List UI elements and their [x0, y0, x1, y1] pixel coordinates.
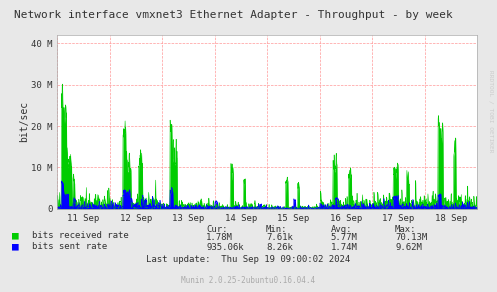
Text: Min:: Min:	[266, 225, 287, 234]
Text: Last update:  Thu Sep 19 09:00:02 2024: Last update: Thu Sep 19 09:00:02 2024	[147, 255, 350, 263]
Text: 935.06k: 935.06k	[206, 243, 244, 252]
Text: 5.77M: 5.77M	[331, 234, 357, 242]
Text: Munin 2.0.25-2ubuntu0.16.04.4: Munin 2.0.25-2ubuntu0.16.04.4	[181, 277, 316, 285]
Text: 1.78M: 1.78M	[206, 234, 233, 242]
Text: Cur:: Cur:	[206, 225, 228, 234]
Text: 8.26k: 8.26k	[266, 243, 293, 252]
Text: 7.61k: 7.61k	[266, 234, 293, 242]
Text: Avg:: Avg:	[331, 225, 352, 234]
Text: RRDTOOL / TOBI OETIKER: RRDTOOL / TOBI OETIKER	[489, 70, 494, 152]
Y-axis label: bit/sec: bit/sec	[19, 101, 29, 142]
Text: ■: ■	[12, 242, 19, 252]
Text: Network interface vmxnet3 Ethernet Adapter - Throughput - by week: Network interface vmxnet3 Ethernet Adapt…	[14, 10, 453, 20]
Text: 9.62M: 9.62M	[395, 243, 422, 252]
Text: bits received rate: bits received rate	[32, 231, 129, 239]
Text: ■: ■	[12, 230, 19, 240]
Text: 1.74M: 1.74M	[331, 243, 357, 252]
Text: Max:: Max:	[395, 225, 416, 234]
Text: bits sent rate: bits sent rate	[32, 242, 107, 251]
Text: 70.13M: 70.13M	[395, 234, 427, 242]
